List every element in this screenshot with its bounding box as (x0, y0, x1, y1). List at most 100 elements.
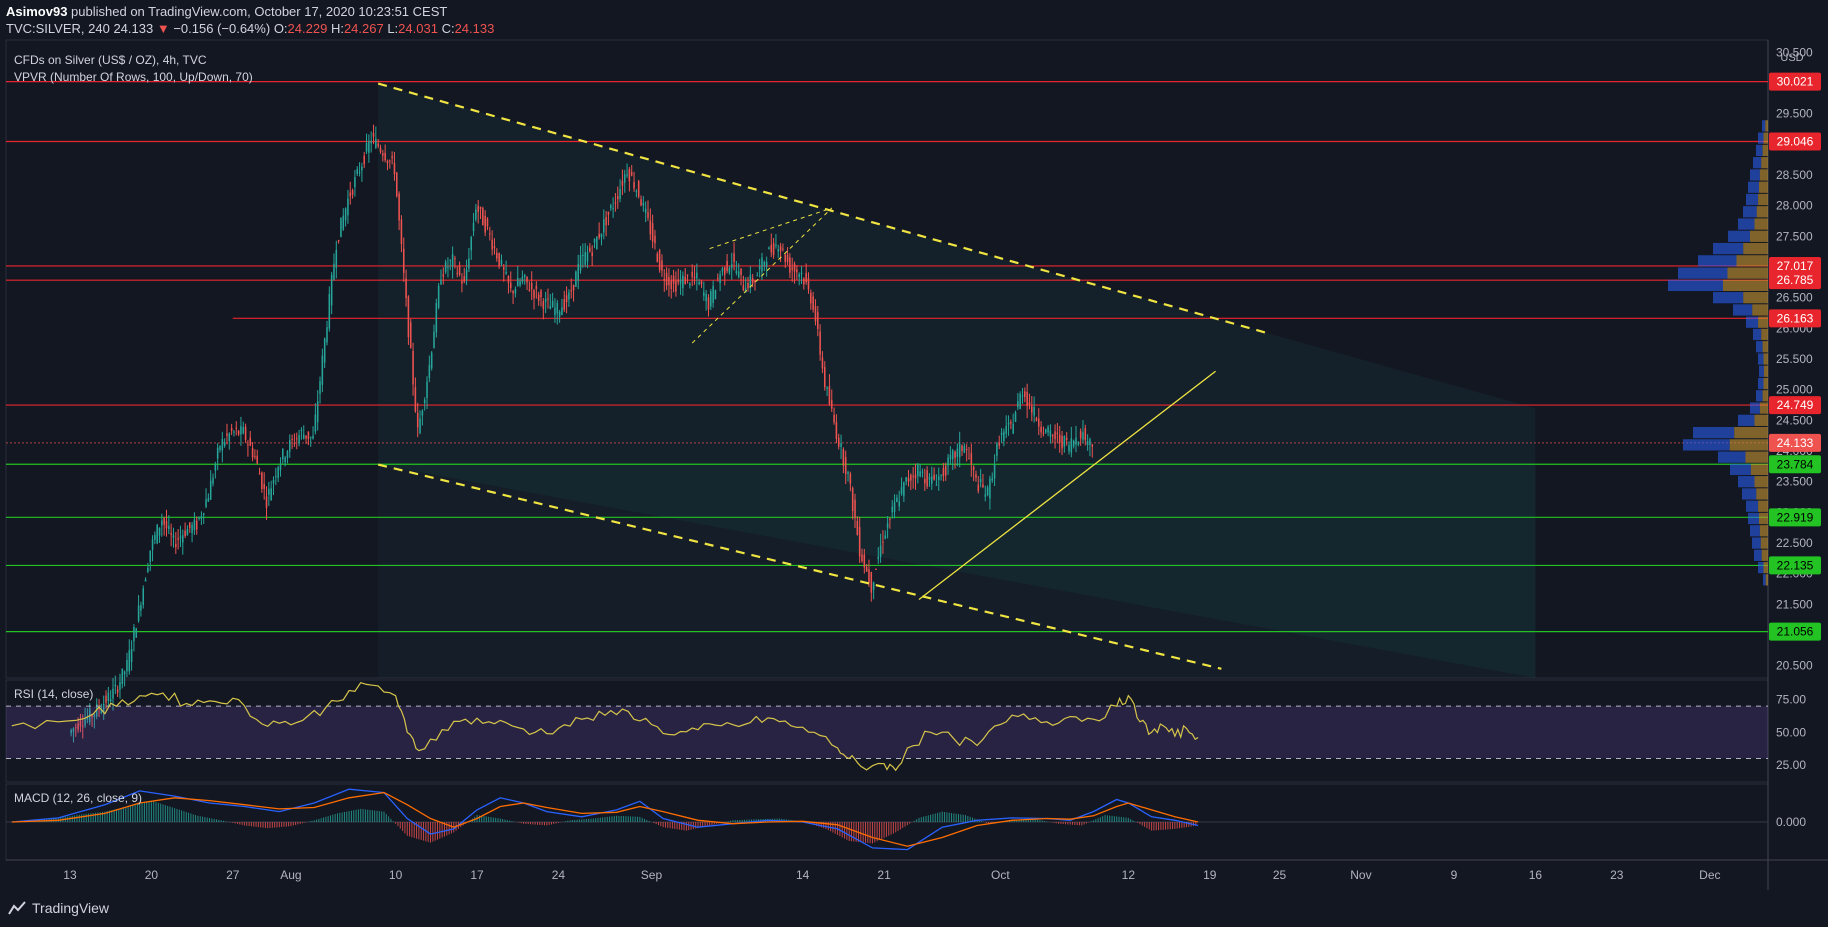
candle-body-355 (896, 497, 898, 503)
candle-body-219 (579, 255, 582, 271)
candle-body-410 (1024, 391, 1026, 397)
vpvr-bar-down-5 (1759, 512, 1768, 525)
candle-body-89 (277, 467, 279, 479)
candle-body-102 (307, 431, 310, 440)
candle-body-328 (833, 414, 835, 423)
candle-body-158 (437, 285, 440, 308)
candle-body-56 (200, 516, 203, 519)
candle-body-239 (626, 174, 628, 176)
vpvr-bar-down-30 (1756, 206, 1768, 218)
candle-body-194 (521, 276, 524, 283)
candle-body-419 (1044, 429, 1047, 433)
candle-body-25 (128, 650, 131, 672)
candle-body-255 (663, 278, 666, 281)
candle-body-256 (665, 273, 668, 286)
candle-body-29 (137, 605, 140, 621)
candle-body-87 (272, 479, 275, 484)
candle-body-49 (184, 530, 186, 537)
candle-body-177 (482, 208, 484, 226)
candle-body-145 (407, 296, 410, 338)
candle-body-169 (463, 276, 466, 282)
candle-body-67 (226, 433, 228, 436)
candle-body-15 (105, 695, 107, 703)
candle-body-307 (784, 254, 787, 262)
candle-body-223 (589, 247, 591, 252)
support-3-badge-text: 21.056 (1777, 625, 1814, 639)
candle-body-95 (291, 438, 293, 440)
candle-body-226 (596, 237, 598, 249)
candle-body-65 (221, 438, 224, 451)
candle-body-244 (637, 181, 640, 197)
candle-body-415 (1035, 418, 1038, 421)
candle-body-271 (700, 281, 703, 285)
candle-body-45 (175, 543, 177, 548)
candle-body-420 (1047, 426, 1049, 433)
candle-body-236 (619, 189, 621, 199)
candle-body-414 (1033, 407, 1035, 416)
candle-body-32 (144, 579, 147, 582)
vpvr-bar-down-32 (1759, 181, 1768, 193)
candle-body-347 (877, 556, 880, 560)
candle-body-104 (312, 435, 314, 439)
candle-body-439 (1091, 444, 1094, 447)
candle-body-362 (912, 475, 914, 477)
vpvr-bar-down-8 (1754, 476, 1768, 488)
vpvr-bar-up-1 (1758, 561, 1764, 574)
candle-body-378 (949, 454, 952, 459)
candle-body-50 (186, 529, 189, 536)
candle-body-103 (309, 436, 312, 438)
candle-body-191 (514, 288, 517, 294)
candle-body-430 (1070, 438, 1073, 453)
candle-body-293 (751, 278, 754, 284)
candle-body-207 (551, 300, 554, 307)
candle-body-182 (493, 246, 496, 248)
price-tick-label: 20.500 (1776, 659, 1813, 673)
candle-body-428 (1065, 437, 1068, 440)
candle-body-183 (496, 252, 498, 259)
candle-body-364 (917, 464, 919, 476)
resistance-0-badge (1769, 72, 1821, 91)
candle-body-57 (202, 513, 205, 515)
candle-body-290 (744, 288, 747, 293)
candle-body-431 (1072, 440, 1075, 447)
vpvr-bar-up-5 (1748, 512, 1759, 525)
candle-body-26 (130, 648, 133, 662)
tradingview-logo[interactable]: TradingView (8, 900, 109, 916)
candle-body-215 (570, 290, 573, 292)
trendline-1 (377, 463, 1222, 670)
vpvr-bar-down-4 (1759, 525, 1768, 537)
candle-body-322 (819, 331, 821, 355)
candle-body-392 (982, 484, 984, 488)
candle-body-105 (314, 414, 317, 432)
vpvr-bar-down-36 (1763, 132, 1768, 144)
candle-body-115 (337, 240, 340, 242)
macd-legend: MACD (12, 26, close, 9) (14, 791, 142, 805)
candle-body-83 (263, 483, 265, 489)
candle-body-39 (161, 520, 163, 526)
candle-body-82 (261, 472, 263, 490)
candle-body-306 (782, 248, 784, 250)
candle-body-62 (214, 464, 217, 471)
candle-body-377 (947, 457, 949, 466)
candle-body-367 (924, 478, 926, 484)
vpvr-bar-up-28 (1728, 230, 1750, 242)
candle-body-117 (342, 215, 345, 230)
candle-body-305 (779, 246, 782, 251)
vpvr-bar-up-22 (1733, 304, 1753, 316)
candle-body-282 (726, 261, 728, 272)
candle-body-42 (168, 526, 170, 529)
candle-body-22 (121, 668, 124, 685)
trendline-4 (918, 370, 1216, 600)
macd-tick-label: 0.000 (1776, 815, 1806, 829)
candle-body-222 (586, 252, 589, 262)
candle-body-304 (777, 249, 780, 252)
candle-body-254 (661, 260, 663, 271)
candle-body-342 (865, 566, 868, 572)
time-tick-label: 13 (63, 868, 77, 882)
author-name[interactable]: Asimov93 (6, 4, 68, 19)
vpvr-bar-up-21 (1746, 316, 1759, 328)
candle-body-280 (721, 268, 724, 272)
open-label: O: (273, 21, 288, 36)
candle-body-33 (147, 567, 149, 572)
